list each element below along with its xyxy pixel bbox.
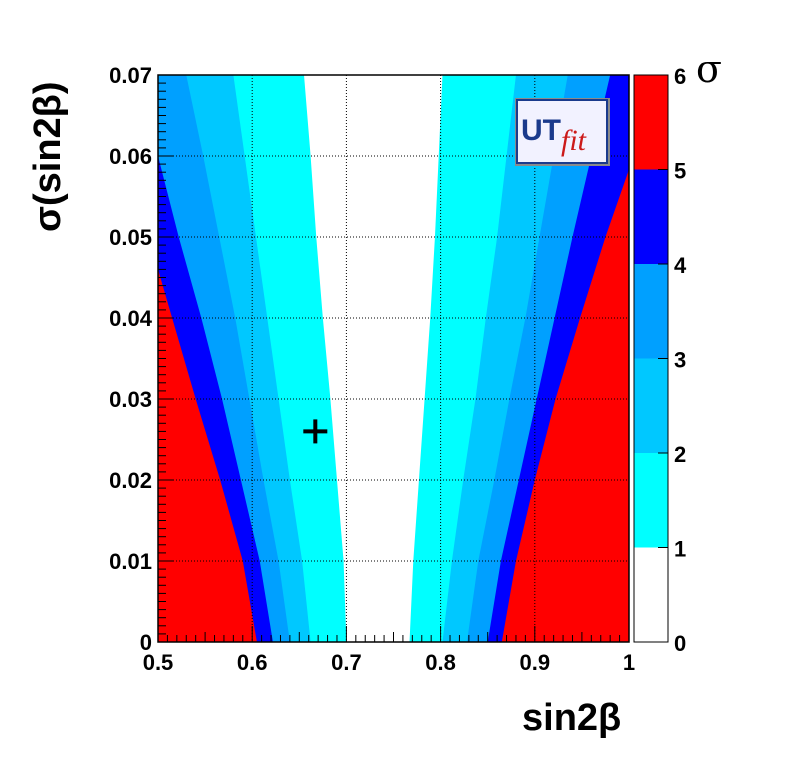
- logo-box: [516, 99, 608, 164]
- y-tick-label: 0: [140, 630, 152, 655]
- x-tick-labels: 0.5 0.6 0.7 0.8 0.9 1: [143, 650, 635, 675]
- y-tick-label: 0.07: [109, 63, 152, 88]
- color-bar-label: 5: [674, 159, 686, 184]
- best-fit-marker: [303, 419, 328, 444]
- y-tick-label: 0.02: [109, 468, 152, 493]
- utfit-logo: UT fit: [515, 98, 610, 166]
- color-bar-label: 1: [674, 537, 686, 562]
- color-bar-segment: [634, 75, 668, 170]
- x-tick-label: 0.5: [143, 650, 174, 675]
- y-tick-label: 0.04: [109, 306, 153, 331]
- logo-text-ut: UT: [521, 114, 561, 147]
- x-tick-label: 1: [623, 650, 635, 675]
- color-bar-segment: [634, 547, 668, 642]
- color-bar-labels: 0 1 2 3 4 5 6: [674, 64, 687, 656]
- contour-bands: [158, 75, 629, 642]
- x-axis-title: sin2β: [522, 697, 621, 739]
- y-tick-label: 0.05: [109, 225, 152, 250]
- grid-lines: [158, 75, 629, 642]
- color-bar: [634, 75, 668, 642]
- color-bar-label: 0: [674, 631, 686, 656]
- axis-ticks: [157, 74, 630, 643]
- y-tick-labels: 0 0.01 0.02 0.03 0.04 0.05 0.06 0.07: [109, 63, 153, 655]
- color-bar-segment: [634, 358, 668, 453]
- x-tick-label: 0.9: [520, 650, 551, 675]
- band-left-level-5: [158, 269, 257, 642]
- color-bar-segment: [634, 453, 668, 548]
- color-bar-label: 2: [674, 442, 686, 467]
- x-tick-label: 0.6: [237, 650, 268, 675]
- y-tick-label: 0.01: [109, 549, 152, 574]
- x-tick-label: 0.7: [331, 650, 362, 675]
- y-tick-label: 0.06: [109, 144, 152, 169]
- color-bar-label: 4: [674, 253, 687, 278]
- y-tick-label: 0.03: [109, 387, 152, 412]
- color-bar-segment: [634, 169, 668, 264]
- band-right-level-5: [501, 169, 629, 642]
- x-tick-label: 0.8: [425, 650, 456, 675]
- color-bar-title: σ: [696, 47, 722, 91]
- color-bar-segment: [634, 264, 668, 359]
- logo-text-fit: fit: [561, 124, 587, 157]
- color-bar-label: 3: [674, 348, 686, 373]
- color-bar-ticks: [658, 74, 668, 643]
- color-bar-label: 6: [674, 64, 686, 89]
- y-axis-title: σ(sin2β): [27, 81, 69, 232]
